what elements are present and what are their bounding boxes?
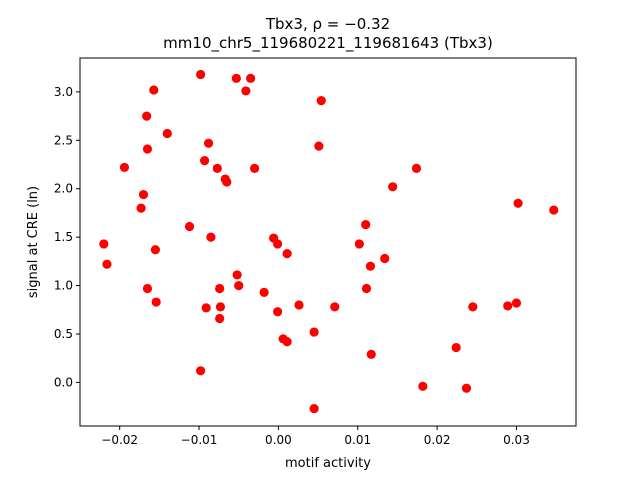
x-tick-label: 0.03 [503,433,530,447]
data-point [273,239,283,249]
data-point [418,381,428,391]
data-point [451,342,461,353]
data-point [151,297,161,307]
data-point [361,283,372,294]
data-point [330,302,340,312]
data-point [513,198,523,208]
chart-title-line2: mm10_chr5_119680221_119681643 (Tbx3) [163,34,493,53]
y-axis-ticks: 0.0 0.5 1.0 1.5 2.0 2.5 3.0 [54,85,80,389]
data-point [138,189,149,200]
data-point [249,163,260,173]
data-point [196,69,206,80]
data-point [222,177,232,187]
data-point [196,366,206,376]
data-point [149,85,159,95]
data-point [234,280,244,291]
data-point [549,205,559,215]
data-point [184,221,195,232]
chart-title-line1: Tbx3, ρ = −0.32 [265,15,390,33]
data-point [215,313,225,324]
y-tick-label: 3.0 [54,85,73,99]
data-point [380,253,390,264]
data-point [282,337,292,347]
data-point [232,270,242,280]
data-point [511,298,522,308]
data-point [468,302,478,312]
data-point [314,141,324,151]
data-point [366,349,376,359]
data-point [282,249,292,259]
data-points [99,69,559,414]
y-tick-label: 2.0 [54,182,73,196]
y-tick-label: 0.0 [54,375,73,389]
data-point [142,111,152,121]
data-point [142,144,153,154]
data-point [150,245,160,255]
x-tick-label: 0.01 [344,433,371,447]
data-point [294,300,304,310]
data-point [388,182,398,192]
x-tick-label: −0.02 [101,433,138,447]
data-point [361,219,371,230]
data-point [354,239,364,249]
data-point [259,287,269,297]
data-point [461,383,472,393]
y-tick-label: 0.5 [54,327,73,341]
data-point [99,239,109,249]
data-point [203,138,214,148]
data-point [201,303,211,313]
data-point [316,96,326,106]
data-point [102,259,112,269]
data-point [503,301,513,311]
data-point [365,261,376,271]
data-point [119,162,130,173]
data-point [309,327,319,337]
data-point [162,128,172,139]
y-tick-label: 1.0 [54,279,73,293]
data-point [411,163,422,173]
data-point [309,403,319,414]
data-point [246,73,256,83]
plot-frame [79,57,577,427]
y-tick-label: 1.5 [54,230,73,244]
data-point [215,283,225,294]
x-tick-label: −0.01 [181,433,218,447]
x-tick-label: 0.02 [424,433,451,447]
y-axis-label: signal at CRE (ln) [26,186,41,298]
data-point [136,203,146,213]
data-point [206,232,216,242]
y-tick-label: 2.5 [54,133,73,147]
x-axis-label: motif activity [285,456,371,471]
data-point [273,307,283,317]
data-point [212,163,222,173]
data-point [231,73,241,83]
x-axis-ticks: −0.02 −0.01 0.00 0.01 0.02 0.03 [101,426,530,447]
x-tick-label: 0.00 [265,433,292,447]
data-point [142,283,153,294]
data-point [199,156,210,166]
data-point [215,302,226,312]
data-point [241,86,251,96]
